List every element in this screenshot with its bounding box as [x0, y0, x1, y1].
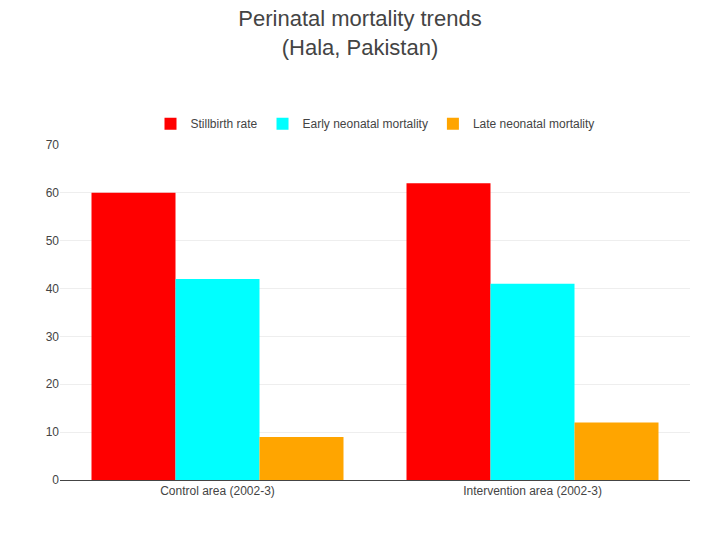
svg-text:Perinatal mortality trends(Hal: Perinatal mortality trends(Hala, Pakista… [238, 6, 481, 60]
svg-text:Control area (2002-3): Control area (2002-3) [160, 484, 275, 498]
svg-text:30: 30 [46, 330, 60, 344]
svg-text:0: 0 [52, 473, 59, 487]
svg-text:60: 60 [46, 186, 60, 200]
svg-text:Early neonatal mortality: Early neonatal mortality [303, 117, 428, 131]
svg-text:Intervention area (2002-3): Intervention area (2002-3) [463, 484, 602, 498]
svg-text:Late neonatal mortality: Late neonatal mortality [473, 117, 594, 131]
svg-text:10: 10 [46, 425, 60, 439]
svg-text:Stillbirth rate: Stillbirth rate [191, 117, 258, 131]
svg-text:70: 70 [46, 138, 60, 152]
svg-text:50: 50 [46, 234, 60, 248]
svg-text:40: 40 [46, 282, 60, 296]
svg-text:20: 20 [46, 377, 60, 391]
